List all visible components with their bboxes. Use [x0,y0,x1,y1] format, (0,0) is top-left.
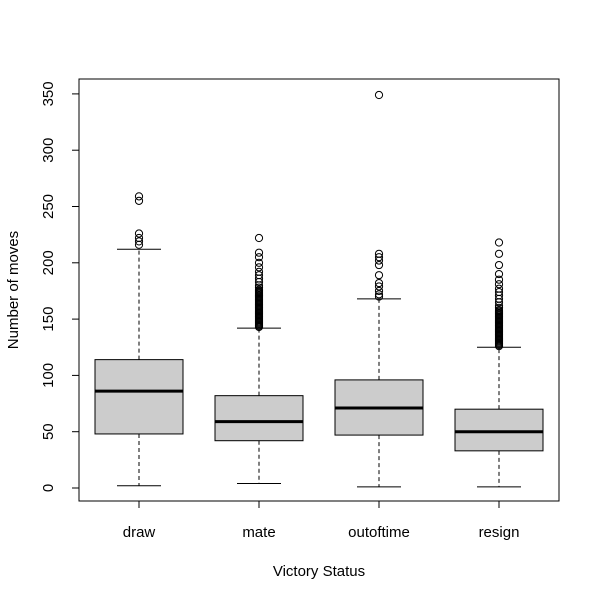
outlier-point [374,278,384,288]
outlier-point [134,233,144,243]
box-group-outoftime [334,90,424,488]
outlier-point [374,290,384,299]
outlier-point [254,258,264,267]
outlier-point [254,271,264,280]
outlier-point [254,233,264,243]
outlier-point [254,248,264,257]
outlier-point [254,285,264,294]
outlier-point [374,90,384,100]
iqr-box [214,395,304,442]
outlier-point [374,253,384,262]
x-axis-title: Victory Status [273,563,365,580]
outlier-point [134,192,144,201]
outlier-point [134,229,144,238]
y-tick-label: 150 [40,307,57,332]
outlier-point [374,292,384,301]
outlier-point [494,280,504,289]
outlier-point [494,269,504,279]
y-tick-label: 350 [40,81,57,106]
outlier-point [494,249,504,258]
y-axis: 0 50 100 150 200 250 300 350 [40,81,80,492]
outlier-point [254,263,264,272]
outlier-point [374,249,384,258]
y-tick-label: 0 [40,484,57,492]
outlier-point [254,267,264,276]
y-tick-label: 250 [40,194,57,219]
y-tick-label: 50 [40,423,57,440]
outlier-point [134,237,144,246]
x-tick-label-draw: draw [123,524,156,541]
outlier-point [494,275,504,284]
iqr-box [454,408,544,452]
outlier-point [134,196,144,205]
x-tick-label-resign: resign [479,524,520,541]
outlier-point [254,253,264,262]
y-tick-label: 300 [40,138,57,163]
box-group-mate [214,233,304,484]
iqr-box [94,359,184,435]
outlier-point [374,282,384,291]
outlier-point [494,287,504,297]
y-tick-label: 100 [40,363,57,388]
x-tick-label-outoftime: outoftime [348,524,410,541]
outlier-point [494,238,504,247]
outlier-point [254,283,264,292]
outlier-point [374,271,384,280]
outlier-point [494,260,504,270]
outlier-point [374,286,384,296]
x-tick-label-mate: mate [242,524,275,541]
outlier-point [494,284,504,293]
box-group-draw [94,192,184,487]
box-group-resign [454,238,544,488]
y-axis-title: Number of moves [5,231,22,349]
x-axis: draw mate outoftime resign [123,501,520,541]
outlier-point [374,260,384,270]
y-tick-label: 200 [40,250,57,275]
outlier-point [494,303,504,312]
outlier-point [494,305,504,315]
plot-layer [94,90,544,488]
